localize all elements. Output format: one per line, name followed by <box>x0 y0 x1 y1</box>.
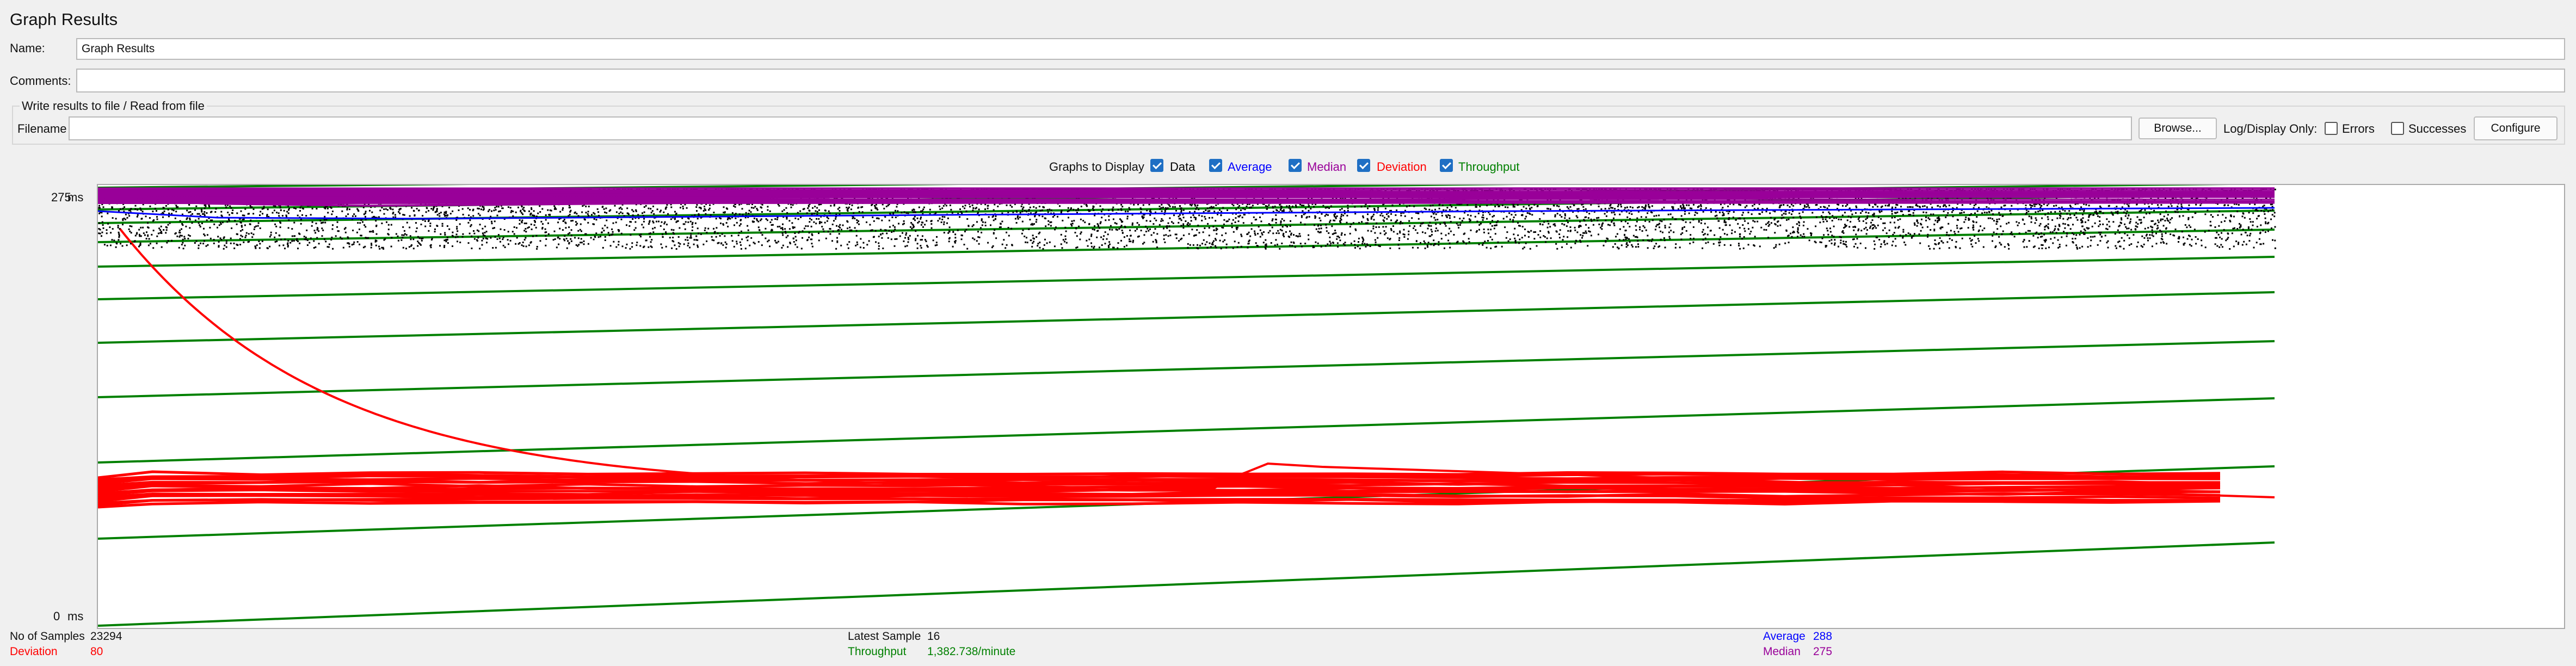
deviation-line <box>97 482 2221 491</box>
average-stat-label: Average <box>1763 630 1805 643</box>
throughput-stat-label: Throughput <box>848 645 907 658</box>
comments-label: Comments: <box>10 74 71 88</box>
errors-checkbox[interactable] <box>2325 122 2338 135</box>
throughput-line <box>97 340 2275 398</box>
median-series <box>97 187 2275 207</box>
y-max-unit-label: ms <box>67 190 84 204</box>
y-min-tick-label: 0 <box>53 609 60 623</box>
latest-sample-label: Latest Sample <box>848 630 921 643</box>
file-group <box>12 106 2565 145</box>
average-legend-label: Average <box>1228 160 1272 174</box>
latest-sample-value: 16 <box>927 630 940 643</box>
median-trend <box>97 194 2275 207</box>
throughput-legend-label: Throughput <box>1458 160 1520 174</box>
graphs-to-display-label: Graphs to Display <box>1049 160 1144 174</box>
deviation-legend-label: Deviation <box>1377 160 1427 174</box>
graph-plot-area <box>97 162 2565 629</box>
throughput-line <box>97 397 2275 464</box>
throughput-line <box>97 291 2275 344</box>
throughput-line <box>97 256 2275 300</box>
y-max-tick-label: 275 <box>51 190 71 204</box>
file-group-title: Write results to file / Read from file <box>20 99 207 113</box>
samples-value: 23294 <box>90 630 122 643</box>
deviation-stat-value: 80 <box>90 645 103 658</box>
samples-label: No of Samples <box>10 630 85 643</box>
average-checkbox[interactable] <box>1209 159 1222 172</box>
throughput-line <box>97 229 2275 268</box>
name-label: Name: <box>10 41 45 55</box>
throughput-series <box>97 162 2275 627</box>
name-input[interactable] <box>76 38 2565 60</box>
average-series <box>97 207 2275 220</box>
median-stat-value: 275 <box>1813 645 1833 658</box>
configure-button[interactable]: Configure <box>2474 116 2557 140</box>
window-title: Graph Results <box>10 10 118 29</box>
deviation-line <box>97 492 2221 501</box>
median-legend-label: Median <box>1307 160 1347 174</box>
successes-checkbox[interactable] <box>2391 122 2404 135</box>
median-stat-label: Median <box>1763 645 1801 658</box>
browse-button[interactable]: Browse... <box>2139 118 2217 139</box>
filename-input[interactable] <box>69 116 2132 140</box>
throughput-stat-value: 1,382.738/minute <box>927 645 1016 658</box>
deviation-line <box>97 474 2221 483</box>
deviation-curve <box>119 227 2275 498</box>
median-checkbox[interactable] <box>1289 159 1302 172</box>
deviation-stat-label: Deviation <box>10 645 58 658</box>
filename-label: Filename <box>17 122 67 135</box>
log-display-label: Log/Display Only: <box>2223 122 2318 135</box>
average-line <box>97 207 2275 220</box>
deviation-line <box>97 484 2221 493</box>
throughput-line <box>97 209 2275 243</box>
average-stat-value: 288 <box>1813 630 1833 643</box>
deviation-line <box>97 499 2221 509</box>
median-line <box>97 190 2275 193</box>
errors-label: Errors <box>2342 122 2375 135</box>
graph-svg <box>97 162 2276 627</box>
successes-label: Successes <box>2408 122 2467 135</box>
throughput-line <box>97 541 2275 627</box>
data-checkbox[interactable] <box>1150 159 1163 172</box>
deviation-series <box>97 227 2275 509</box>
deviation-checkbox[interactable] <box>1357 159 1370 172</box>
y-min-unit-label: ms <box>67 609 84 623</box>
comments-input[interactable] <box>76 69 2565 92</box>
data-legend-label: Data <box>1170 160 1195 174</box>
deviation-line <box>97 488 2221 497</box>
throughput-checkbox[interactable] <box>1440 159 1453 172</box>
